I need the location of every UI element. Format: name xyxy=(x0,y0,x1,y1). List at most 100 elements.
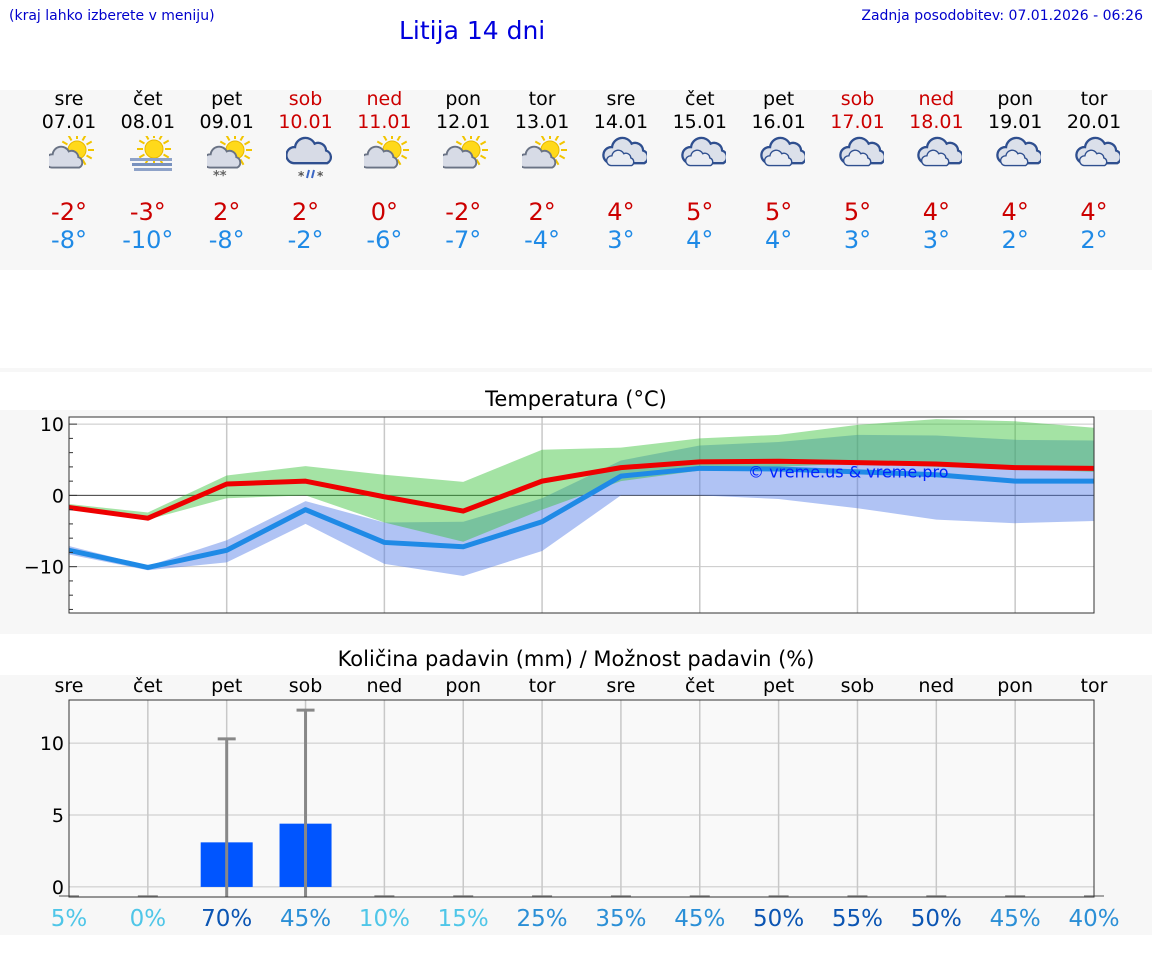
day-date: 13.01 xyxy=(514,111,570,133)
day-label: sob xyxy=(289,675,323,697)
precip-probability: 45% xyxy=(280,906,331,932)
y-tick-label: 0 xyxy=(52,485,64,507)
day-name: tor xyxy=(1080,88,1108,110)
cloudy-icon xyxy=(1074,136,1123,180)
max-temp-range xyxy=(69,419,1094,542)
forecast-band xyxy=(0,90,1152,270)
partly-cloudy-icon xyxy=(438,133,489,180)
location-hint: (kraj lahko izberete v meniju) xyxy=(9,8,215,24)
precipitation-chart-title: Količina padavin (mm) / Možnost padavin … xyxy=(337,647,815,671)
min-temp: 3° xyxy=(843,226,872,254)
max-temp: 2° xyxy=(528,198,556,226)
precip-probability: 55% xyxy=(832,906,883,932)
day-label: pon xyxy=(445,675,481,697)
min-temp: 2° xyxy=(1080,226,1108,254)
day-date: 09.01 xyxy=(199,111,254,133)
min-temp-line xyxy=(68,465,1094,570)
day-date: 11.01 xyxy=(357,111,412,133)
partly-cloudy-icon xyxy=(517,133,568,180)
precip-probability: 35% xyxy=(595,906,646,932)
min-temp: -6° xyxy=(366,226,403,254)
precip-probability: 40% xyxy=(1068,906,1119,932)
temperature-chart: 10 0 −10 © vreme.us & vreme.pro xyxy=(24,414,1095,614)
day-name: tor xyxy=(528,88,556,110)
watermark: © vreme.us & vreme.pro xyxy=(748,463,949,482)
day-date: 15.01 xyxy=(672,111,727,133)
min-temp: 3° xyxy=(922,226,950,254)
day-label: sre xyxy=(606,675,635,697)
max-temp: 4° xyxy=(922,198,950,226)
max-temp-line xyxy=(68,458,1095,521)
day-name: sob xyxy=(840,88,875,110)
separator xyxy=(0,368,1152,372)
max-temp: 5° xyxy=(686,198,714,226)
max-temp: 2° xyxy=(213,198,241,226)
min-temp: 2° xyxy=(1001,226,1029,254)
y-tick-label: 0 xyxy=(52,877,64,899)
day-label: pet xyxy=(763,675,794,697)
forecast-day: čet 15.01 5° 4° xyxy=(660,88,740,254)
precip-probability: 45% xyxy=(674,906,725,932)
day-date: 07.01 xyxy=(41,111,97,133)
max-temp: 2° xyxy=(291,198,320,226)
forecast-day: pet 16.01 5° 4° xyxy=(739,88,819,254)
cloudy-icon xyxy=(759,136,807,180)
plot-frame xyxy=(68,699,1095,898)
day-date: 17.01 xyxy=(830,111,885,133)
precip-probability: 25% xyxy=(517,906,568,932)
day-label: čet xyxy=(133,675,163,697)
day-label: tor xyxy=(529,675,556,697)
day-name: pet xyxy=(763,88,795,110)
y-tick-label: −10 xyxy=(24,557,64,579)
partly-cloudy-snow-icon: ** xyxy=(202,133,253,184)
precip-probability: 45% xyxy=(990,906,1041,932)
forecast-day: ned 11.01 0° -6° xyxy=(344,88,424,254)
day-date: 14.01 xyxy=(593,111,649,133)
day-name: čet xyxy=(685,88,715,110)
day-name: ned xyxy=(366,88,403,110)
day-label: sob xyxy=(841,675,875,697)
forecast-day: sob 10.01 * * 2° -2° xyxy=(266,88,346,254)
max-temp: 5° xyxy=(765,198,793,226)
min-temp: -8° xyxy=(208,226,245,254)
temperature-chart-title: Temperatura (°C) xyxy=(485,387,667,411)
sun-fog-icon xyxy=(128,132,174,180)
day-date: 20.01 xyxy=(1066,111,1122,133)
cloudy-icon xyxy=(916,136,965,180)
day-label: tor xyxy=(1081,675,1108,697)
precip-probability: 70% xyxy=(201,906,252,932)
day-date: 19.01 xyxy=(987,111,1043,133)
day-name: pet xyxy=(211,88,243,110)
day-name: pon xyxy=(997,88,1034,110)
forecast-day: sob 17.01 5° 3° xyxy=(818,88,898,254)
forecast-day: pet 09.01 ** 2° -8° xyxy=(187,88,267,254)
max-temp: 4° xyxy=(607,198,635,226)
forecast-day: sre 07.01 -2° -8° xyxy=(29,88,109,254)
day-name: sre xyxy=(54,88,84,110)
precip-probability: 15% xyxy=(438,906,489,932)
day-label: ned xyxy=(918,675,954,697)
precip-probability: 10% xyxy=(359,906,410,932)
day-date: 10.01 xyxy=(278,111,333,133)
forecast-day: ned 18.01 4° 3° xyxy=(896,88,976,254)
min-temp: -7° xyxy=(445,226,482,254)
precipitation-chart: sre čet pet sob ned pon tor sre čet pet sob ned pon t… xyxy=(40,675,1120,932)
forecast-day: pon 12.01 -2° -7° xyxy=(423,88,503,254)
forecast-day: pon 19.01 4° 2° xyxy=(975,88,1055,254)
y-tick-label: 5 xyxy=(52,805,64,827)
max-temp: 0° xyxy=(370,198,399,226)
day-label: čet xyxy=(685,675,715,697)
svg-text:*: * xyxy=(298,169,305,180)
forecast-day: tor 13.01 2° -4° xyxy=(502,88,582,254)
max-temp: 4° xyxy=(1080,198,1108,226)
max-temp: -3° xyxy=(129,198,166,226)
forecast-day: sre 14.01 4° 3° xyxy=(581,88,661,254)
precip-probability: 50% xyxy=(753,906,804,932)
day-label: sre xyxy=(55,675,84,697)
min-temp: 4° xyxy=(686,226,714,254)
day-name: sre xyxy=(606,88,636,110)
day-date: 12.01 xyxy=(436,111,491,133)
min-temp: -10° xyxy=(122,226,174,254)
day-date: 18.01 xyxy=(909,111,964,133)
max-temp: 4° xyxy=(1001,198,1029,226)
